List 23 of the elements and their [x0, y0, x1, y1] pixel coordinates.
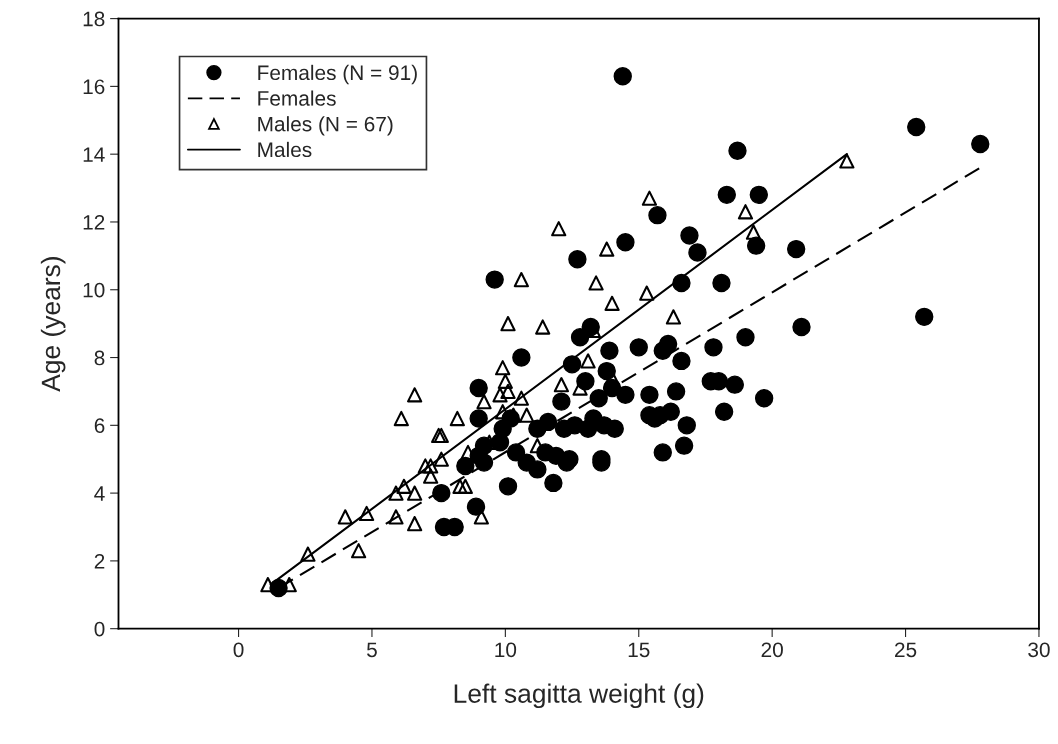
y-tick-label: 2: [94, 553, 105, 569]
y-tick-label: 8: [94, 350, 105, 366]
y-tick-label: 6: [94, 418, 105, 434]
x-tick-label: 10: [495, 642, 517, 658]
y-tick-label: 18: [83, 11, 105, 27]
y-tick-label: 14: [83, 147, 105, 162]
x-tick-label: 15: [628, 642, 650, 658]
x-axis-title: Left sagitta weight (g): [454, 683, 704, 709]
x-tick-label: 30: [1028, 642, 1050, 658]
y-tick-label: 12: [83, 214, 105, 230]
legend-label: Males (N = 67): [258, 116, 393, 136]
x-tick-label: 5: [367, 642, 377, 658]
y-axis-title: Age (years): [40, 257, 66, 392]
x-tick-label: 20: [761, 642, 783, 658]
legend-label: Males: [258, 141, 312, 158]
legend-label: Females: [258, 90, 336, 106]
y-tick-label: 4: [94, 486, 105, 501]
x-tick-label: 0: [233, 642, 244, 658]
y-tick-label: 16: [83, 79, 105, 95]
y-tick-label: 10: [83, 282, 105, 298]
y-tick-label: 0: [94, 621, 105, 637]
legend-label: Females (N = 91): [258, 64, 417, 85]
x-tick-label: 25: [895, 642, 917, 658]
